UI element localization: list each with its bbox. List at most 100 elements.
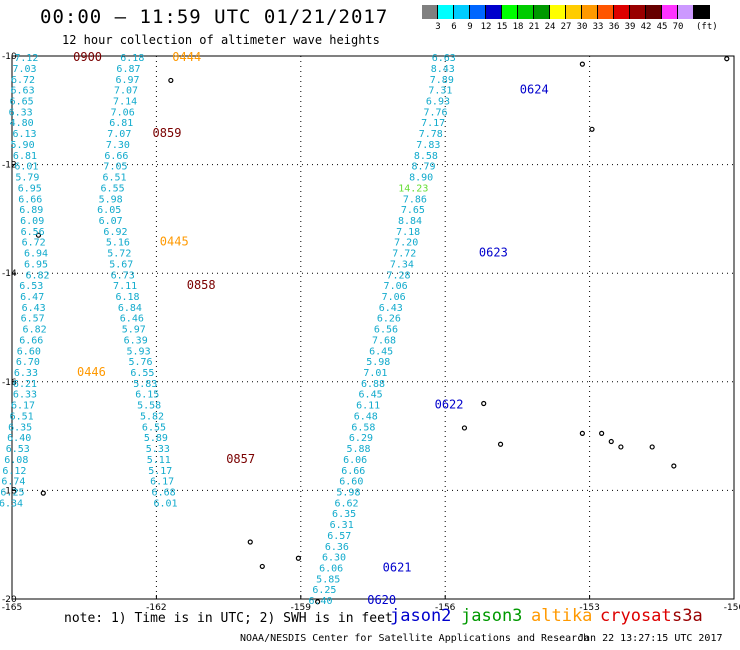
- scale-label: 12: [480, 22, 492, 32]
- swh-value: 5.85: [316, 574, 340, 585]
- swh-value: 7.17: [421, 118, 445, 129]
- swh-value: 5.98: [336, 487, 360, 498]
- swh-value: 6.88: [361, 379, 385, 390]
- swh-value: 7.34: [390, 259, 414, 270]
- swh-value: 6.17: [11, 401, 35, 412]
- swh-value: 7.78: [419, 129, 443, 140]
- swh-value: 6.55: [142, 422, 166, 433]
- island-marker: [481, 400, 487, 407]
- scale-unit: (ft): [696, 22, 718, 32]
- swh-value: 6.25: [312, 585, 336, 596]
- scale-swatch: [646, 5, 662, 19]
- x-tick-label: -165: [2, 603, 22, 613]
- swh-value: 14.23: [398, 183, 428, 194]
- scale-label: 3: [435, 22, 441, 32]
- y-tick-label: -18: [2, 486, 17, 496]
- island-marker: [295, 555, 301, 561]
- swh-value: 6.45: [359, 390, 383, 401]
- swh-value: 6.26: [377, 314, 401, 325]
- swh-value: 7.68: [372, 335, 396, 346]
- time-label: 0858: [187, 278, 216, 292]
- swh-value: 5.11: [147, 455, 171, 466]
- swh-value: 6.66: [341, 466, 365, 477]
- time-label: 0444: [172, 50, 201, 64]
- swh-value: 7.20: [394, 238, 418, 249]
- scale-label: 39: [624, 22, 636, 32]
- swh-value: 5.98: [99, 194, 123, 205]
- swh-value: 6.60: [339, 477, 363, 488]
- map-subtitle: 12 hour collection of altimeter wave hei…: [62, 33, 380, 47]
- scale-swatch: [422, 5, 438, 19]
- swh-value: 6.30: [322, 553, 346, 564]
- island-marker: [461, 425, 468, 431]
- island-marker: [589, 126, 595, 132]
- swh-value: 6.65: [10, 97, 34, 108]
- swh-value: 6.11: [356, 401, 380, 412]
- scale-label: 33: [592, 22, 604, 32]
- swh-value: 8.79: [411, 162, 435, 173]
- island-marker: [579, 430, 585, 436]
- scale-label: 27: [560, 22, 572, 32]
- swh-value: 6.66: [104, 151, 128, 162]
- y-tick-label: -12: [2, 161, 17, 171]
- scale-label: 21: [528, 22, 540, 32]
- scale-label: 36: [608, 22, 620, 32]
- scale-label: 42: [640, 22, 652, 32]
- time-label: 0621: [383, 561, 412, 575]
- scale-swatch: [518, 5, 534, 19]
- swh-value: 6.74: [1, 477, 25, 488]
- swh-value: 6.82: [23, 325, 47, 336]
- time-label: 0624: [520, 83, 549, 97]
- swh-value: 6.31: [330, 520, 354, 531]
- scale-swatch: [502, 5, 518, 19]
- x-tick-label: -159: [291, 603, 312, 613]
- swh-value: 6.55: [130, 368, 154, 379]
- swh-value: 6.72: [11, 75, 35, 86]
- scale-swatch: [662, 5, 678, 19]
- swh-value: 6.51: [102, 173, 126, 184]
- swh-value: 7.31: [428, 86, 452, 97]
- swh-value: 5.79: [15, 173, 39, 184]
- time-label: 0857: [226, 452, 255, 466]
- swh-value: 6.06: [343, 455, 367, 466]
- island-marker: [671, 463, 677, 469]
- island-marker: [168, 77, 174, 84]
- x-tick-label: -162: [146, 603, 166, 613]
- swh-value: 6.84: [118, 303, 142, 314]
- swh-value: 6.66: [19, 335, 43, 346]
- swh-value: 6.68: [152, 487, 176, 498]
- swh-value: 6.47: [20, 292, 44, 303]
- swh-value: 6.33: [13, 390, 37, 401]
- swh-value: 6.57: [327, 531, 351, 542]
- swh-value: 6.18: [120, 53, 144, 64]
- scale-swatch: [630, 5, 646, 19]
- swh-value: 6.53: [19, 281, 43, 292]
- legend-s3a: s3a: [672, 606, 703, 626]
- island-marker: [497, 441, 504, 447]
- swh-value: 6.53: [6, 444, 30, 455]
- legend-cryosat: cryosat: [600, 606, 672, 626]
- swh-value: 5.16: [106, 238, 130, 249]
- swh-value: 6.87: [116, 64, 140, 75]
- time-label: 0622: [435, 398, 464, 412]
- x-tick-label: -153: [579, 603, 599, 613]
- island-marker: [247, 539, 253, 545]
- swh-value: 6.01: [14, 162, 38, 173]
- swh-value: 6.43: [379, 303, 403, 314]
- swh-value: 6.45: [369, 346, 393, 357]
- swh-value: 6.57: [21, 314, 45, 325]
- footer-note: note: 1) Time is in UTC; 2) SWH is in fe…: [64, 611, 393, 626]
- scale-swatch: [454, 5, 470, 19]
- island-marker: [599, 430, 605, 436]
- time-label: 0445: [160, 235, 189, 249]
- legend-altika: altika: [531, 606, 593, 626]
- island-marker: [40, 490, 46, 496]
- scale-label: 30: [576, 22, 588, 32]
- swh-value: 6.48: [354, 411, 378, 422]
- swh-value: 5.89: [144, 433, 168, 444]
- swh-value: 6.55: [101, 183, 125, 194]
- island-marker: [35, 232, 42, 238]
- swh-value: 5.82: [140, 411, 164, 422]
- swh-value: 5.83: [133, 379, 157, 390]
- scale-swatch: [438, 5, 454, 19]
